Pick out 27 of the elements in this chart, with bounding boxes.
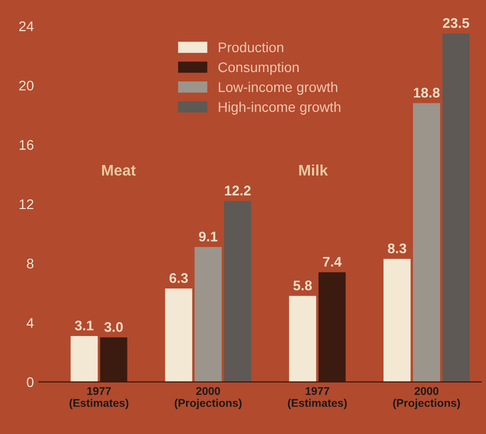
x-tick-label: 1977 (Estimates): [70, 387, 128, 410]
y-tick-label: 8: [26, 258, 34, 268]
x-tick-label: 1977 (Estimates): [288, 387, 347, 410]
data-label: 23.5: [442, 18, 470, 28]
data-label: 6.3: [170, 273, 188, 283]
data-label: 3.1: [74, 320, 94, 330]
legend-label: Consumption: [218, 62, 299, 75]
data-label: 7.4: [323, 256, 342, 267]
y-tick-label: 0: [26, 377, 34, 388]
y-tick-label: 4: [26, 318, 34, 328]
data-label: 9.1: [198, 232, 218, 242]
y-tick-label: 20: [19, 80, 34, 91]
legend-label: Production: [218, 42, 284, 52]
data-label: 18.8: [414, 88, 440, 98]
data-label: 8.3: [388, 243, 406, 254]
data-label: 3.0: [104, 322, 123, 332]
y-tick-label: 24: [19, 21, 34, 32]
data-label: 12.2: [224, 186, 251, 196]
annotation: Milk: [299, 164, 328, 176]
y-tick-label: 16: [20, 140, 34, 150]
x-tick-label: 2000 (Projections): [174, 387, 242, 410]
annotation: Meat: [102, 165, 136, 176]
legend-label: Low-income growth: [218, 82, 338, 95]
data-label: 5.8: [293, 280, 312, 290]
x-tick-label: 2000 (Projections): [393, 387, 460, 410]
y-tick-label: 12: [20, 199, 34, 210]
legend-label: High-income growth: [218, 102, 340, 115]
